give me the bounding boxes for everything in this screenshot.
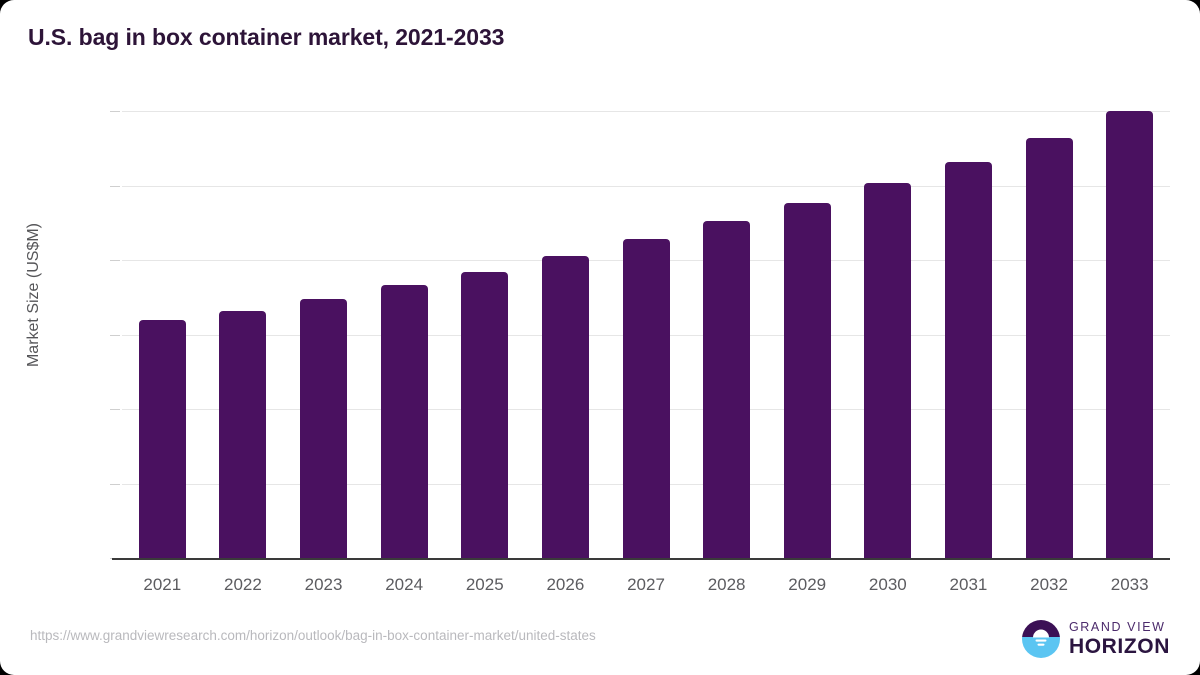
bar[interactable] <box>461 271 509 558</box>
logo-text-grand-view: GRAND VIEW <box>1068 619 1166 634</box>
horizon-sunrise-circle-icon <box>1021 620 1060 658</box>
gridline <box>122 111 1170 112</box>
x-axis-tick-label: 2027 <box>627 575 665 594</box>
x-axis-tick-label: 2024 <box>385 575 424 594</box>
bar[interactable] <box>138 319 186 558</box>
bar[interactable] <box>300 298 348 558</box>
bar[interactable] <box>783 203 831 558</box>
x-axis-line <box>112 558 1170 560</box>
y-axis-tick-mark <box>110 334 120 336</box>
x-axis-tick-label: 2026 <box>546 575 585 594</box>
y-axis-title: Market Size (US$M) <box>25 222 42 368</box>
brand-logo[interactable]: GRAND VIEW HORIZON <box>1021 620 1170 658</box>
x-axis-tick-label: 2028 <box>707 575 746 594</box>
bar[interactable] <box>703 221 751 558</box>
bar[interactable] <box>380 285 428 558</box>
bar[interactable] <box>864 182 912 558</box>
y-axis-tick-mark <box>110 185 120 187</box>
bar[interactable] <box>219 310 267 558</box>
source-url[interactable]: https://www.grandviewresearch.com/horizo… <box>30 628 596 643</box>
page-title: U.S. bag in box container market, 2021-2… <box>28 24 505 50</box>
x-axis-tick-label: 2022 <box>224 575 262 594</box>
x-axis-tick-label: 2029 <box>788 575 827 594</box>
y-axis-tick-mark <box>110 111 120 112</box>
logo-wordmark: GRAND VIEW HORIZON <box>1069 621 1170 658</box>
x-axis-tick-label: 2032 <box>1030 575 1068 594</box>
x-axis-tick-label: 2033 <box>1110 575 1149 594</box>
x-axis-tick-label: 2030 <box>868 575 907 594</box>
bar[interactable] <box>1025 137 1073 558</box>
y-axis-tick-mark <box>110 483 120 485</box>
x-axis-tick-label: 2031 <box>949 575 988 594</box>
plot-area: 0250500750100012501500 20212022202320242… <box>110 111 1170 594</box>
x-axis-tick-label: 2023 <box>304 575 343 594</box>
bar[interactable] <box>541 255 589 558</box>
logo-text-horizon: HORIZON <box>1068 635 1170 659</box>
x-axis-tick-label: 2025 <box>465 575 504 594</box>
gridline <box>122 185 1170 187</box>
y-axis-tick-mark <box>110 260 120 261</box>
bar[interactable] <box>944 161 992 558</box>
x-axis-tick-label: 2021 <box>143 575 182 594</box>
bar[interactable] <box>1106 111 1154 558</box>
y-axis-tick-mark <box>110 409 120 410</box>
bar[interactable] <box>622 239 670 558</box>
